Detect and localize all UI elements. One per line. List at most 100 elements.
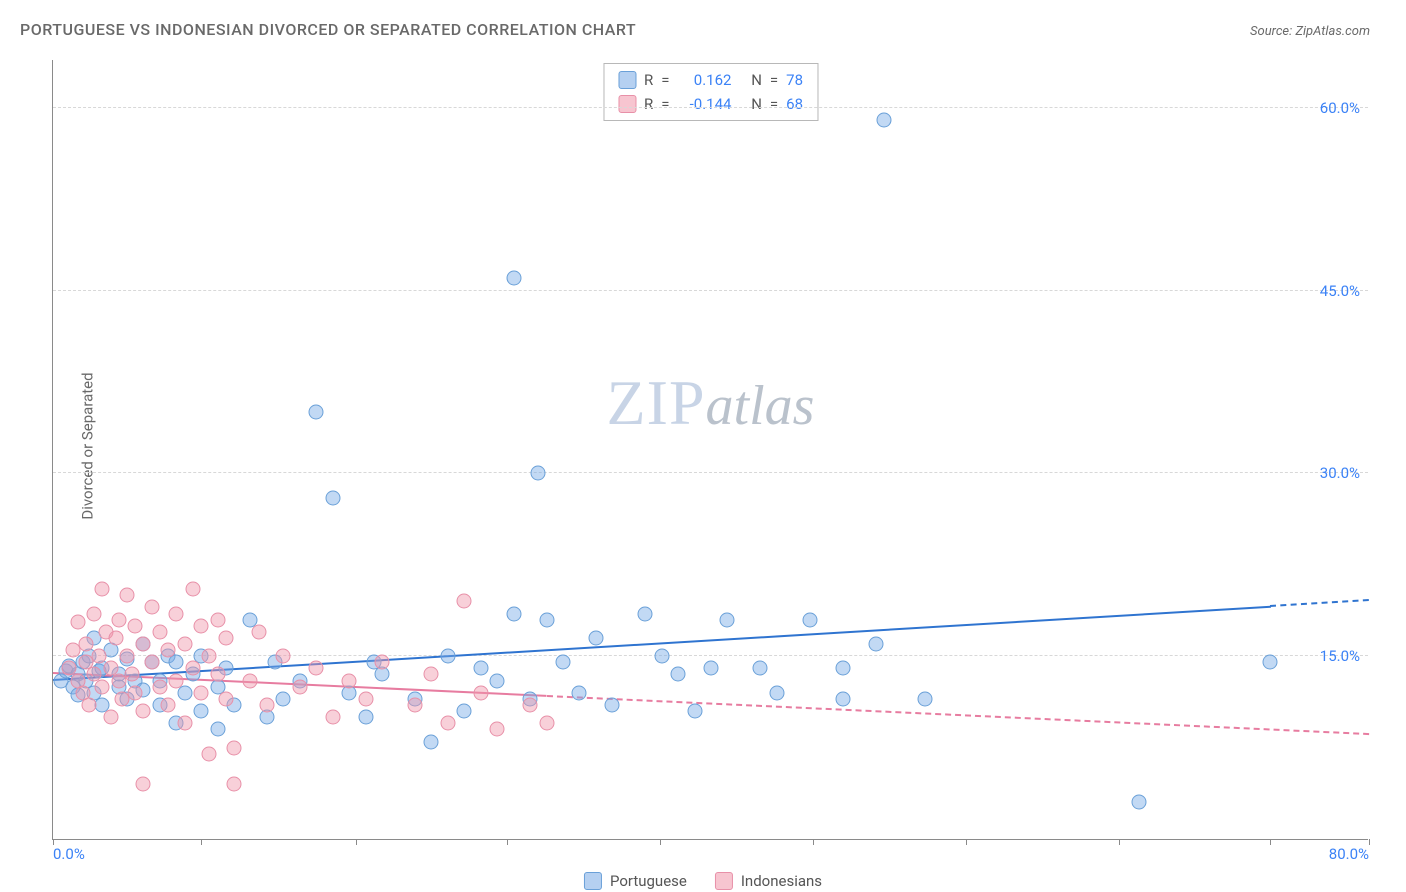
data-point [1263, 655, 1278, 670]
data-point [95, 679, 110, 694]
data-point [276, 649, 291, 664]
data-point [185, 661, 200, 676]
data-point [1131, 795, 1146, 810]
data-point [671, 667, 686, 682]
y-tick-label: 30.0% [1320, 464, 1360, 482]
data-point [120, 588, 135, 603]
data-point [226, 740, 241, 755]
data-point [440, 716, 455, 731]
stats-eq: = [770, 92, 778, 116]
data-point [473, 661, 488, 676]
x-tick [1369, 839, 1370, 845]
data-point [87, 606, 102, 621]
data-point [358, 691, 373, 706]
gridline [53, 655, 1368, 656]
watermark: ZIPatlas [607, 366, 815, 440]
data-point [687, 704, 702, 719]
stats-row-portuguese: R = 0.162 N = 78 [618, 68, 803, 92]
data-point [194, 685, 209, 700]
data-point [128, 685, 143, 700]
data-point [424, 667, 439, 682]
gridline [53, 290, 1368, 291]
data-point [210, 667, 225, 682]
data-point [202, 649, 217, 664]
legend-label-indonesians: Indonesians [741, 872, 822, 890]
stats-n-label: N [751, 92, 762, 116]
data-point [251, 624, 266, 639]
data-point [835, 691, 850, 706]
data-point [325, 490, 340, 505]
data-point [325, 710, 340, 725]
data-point [917, 691, 932, 706]
stats-r-value-indonesians: -0.144 [677, 92, 731, 116]
data-point [654, 649, 669, 664]
stats-row-indonesians: R = -0.144 N = 68 [618, 92, 803, 116]
data-point [490, 722, 505, 737]
data-point [95, 582, 110, 597]
data-point [152, 624, 167, 639]
data-point [358, 710, 373, 725]
data-point [539, 716, 554, 731]
data-point [161, 643, 176, 658]
data-point [202, 746, 217, 761]
trend-line [53, 605, 1270, 680]
y-tick-label: 15.0% [1320, 647, 1360, 665]
swatch-blue-icon [618, 71, 636, 89]
data-point [144, 600, 159, 615]
data-point [218, 691, 233, 706]
x-tick [507, 839, 508, 845]
data-point [802, 612, 817, 627]
data-point [276, 691, 291, 706]
data-point [210, 612, 225, 627]
trend-line [546, 695, 1369, 735]
legend-label-portuguese: Portuguese [610, 872, 687, 890]
stats-r-label: R [644, 68, 653, 92]
data-point [70, 615, 85, 630]
stats-r-value-portuguese: 0.162 [677, 68, 731, 92]
x-tick [813, 839, 814, 845]
data-point [108, 630, 123, 645]
data-point [457, 704, 472, 719]
data-point [226, 777, 241, 792]
data-point [169, 673, 184, 688]
data-point [210, 722, 225, 737]
data-point [120, 649, 135, 664]
gridline [53, 472, 1368, 473]
chart-title: PORTUGUESE VS INDONESIAN DIVORCED OR SEP… [20, 20, 636, 39]
data-point [490, 673, 505, 688]
stats-n-label: N [751, 68, 762, 92]
data-point [605, 697, 620, 712]
data-point [539, 612, 554, 627]
x-tick [201, 839, 202, 845]
x-tick-label-origin: 0.0% [53, 845, 85, 863]
data-point [177, 716, 192, 731]
legend-swatch-pink-icon [715, 872, 733, 890]
data-point [177, 637, 192, 652]
data-point [588, 630, 603, 645]
data-point [111, 612, 126, 627]
data-point [169, 655, 184, 670]
x-tick [966, 839, 967, 845]
data-point [531, 466, 546, 481]
stats-n-value-indonesians: 68 [786, 92, 803, 116]
x-tick [660, 839, 661, 845]
data-point [523, 697, 538, 712]
data-point [259, 697, 274, 712]
data-point [185, 582, 200, 597]
data-point [424, 734, 439, 749]
data-point [868, 637, 883, 652]
watermark-atlas: atlas [706, 375, 815, 437]
data-point [136, 637, 151, 652]
legend-item-indonesians: Indonesians [715, 872, 822, 890]
data-point [407, 697, 422, 712]
data-point [309, 661, 324, 676]
data-point [753, 661, 768, 676]
watermark-zip: ZIP [607, 367, 706, 438]
trend-line [1270, 599, 1369, 607]
gridline [53, 107, 1368, 108]
data-point [457, 594, 472, 609]
data-point [161, 697, 176, 712]
data-point [169, 606, 184, 621]
swatch-pink-icon [618, 95, 636, 113]
data-point [506, 271, 521, 286]
